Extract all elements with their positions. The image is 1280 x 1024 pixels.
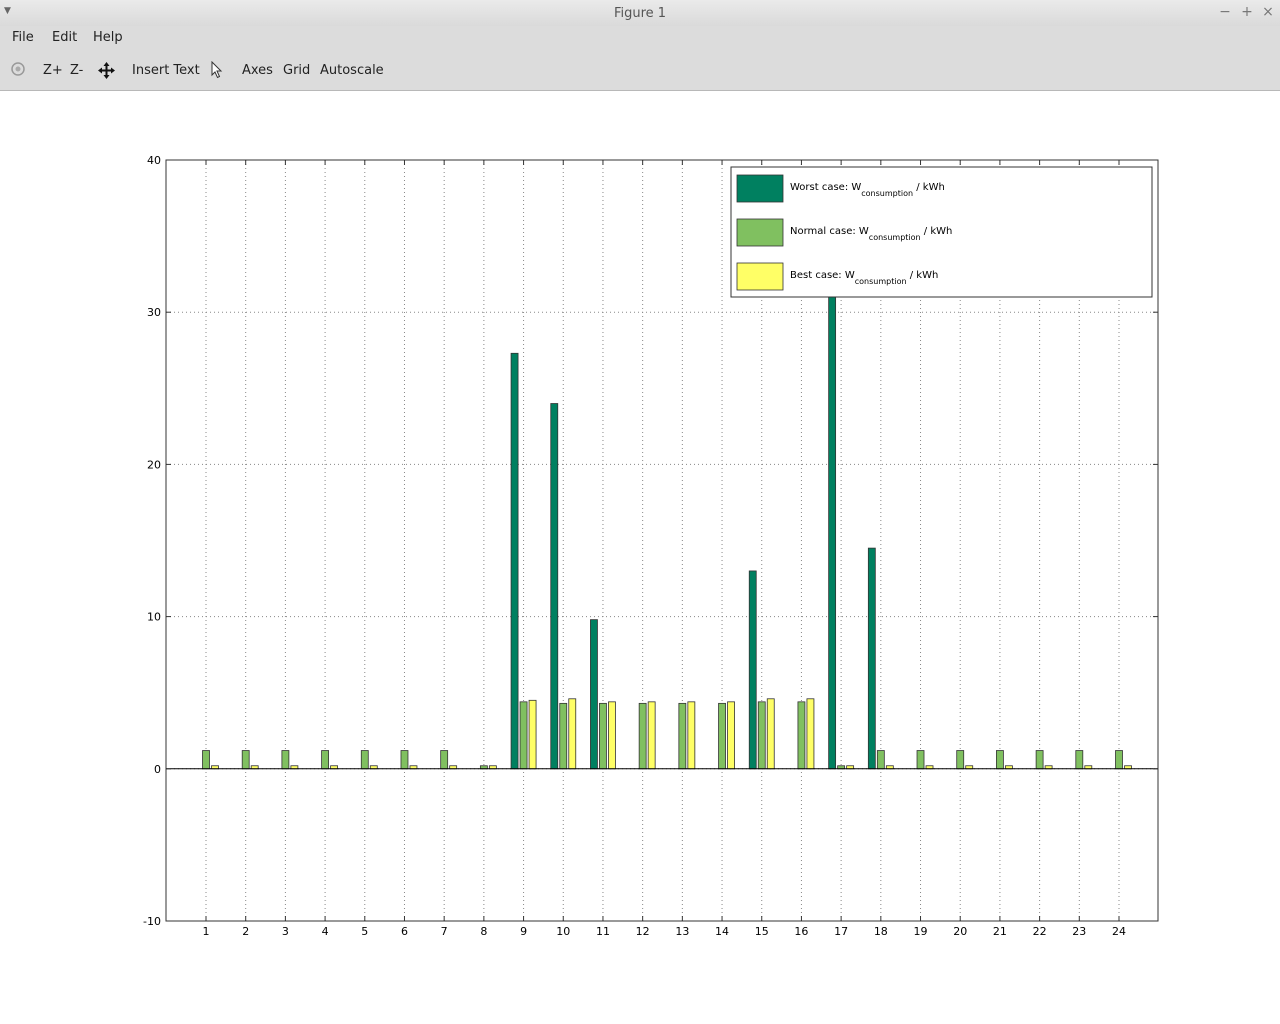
- bar: [321, 750, 329, 770]
- bar: [727, 701, 735, 770]
- menu-edit[interactable]: Edit: [52, 30, 78, 45]
- bar: [766, 698, 775, 770]
- autoscale-button[interactable]: Autoscale: [320, 63, 384, 78]
- x-tick-label: 12: [636, 925, 650, 938]
- bar: [440, 750, 449, 770]
- x-tick-label: 17: [834, 925, 848, 938]
- bar: [806, 698, 815, 770]
- legend-swatch: [736, 174, 784, 203]
- zoom-out-button[interactable]: Z-: [70, 63, 84, 78]
- x-tick-label: 9: [520, 925, 527, 938]
- toolbar: Z+ Z- Insert Text Axes Grid Autoscale: [0, 50, 1280, 91]
- window-menu-icon[interactable]: ▼: [4, 6, 11, 16]
- y-tick-label: 20: [147, 458, 161, 471]
- x-tick-label: 5: [361, 925, 368, 938]
- x-tick-label: 18: [874, 925, 888, 938]
- minimize-icon[interactable]: −: [1219, 4, 1231, 20]
- x-tick-label: 1: [203, 925, 210, 938]
- close-icon[interactable]: ×: [1262, 4, 1274, 20]
- x-tick-label: 16: [794, 925, 808, 938]
- legend-swatch: [736, 218, 784, 247]
- bar: [748, 570, 757, 770]
- x-tick-label: 7: [441, 925, 448, 938]
- bar: [876, 750, 885, 770]
- bar: [718, 702, 726, 770]
- bar: [687, 701, 696, 770]
- bar: [559, 702, 568, 770]
- x-tick-label: 8: [480, 925, 487, 938]
- legend-swatch: [736, 262, 784, 291]
- bar: [608, 701, 616, 770]
- bar: [996, 750, 1004, 770]
- bar: [1115, 750, 1123, 770]
- bar: [281, 750, 290, 770]
- y-tick-label: 40: [147, 154, 161, 167]
- x-tick-label: 6: [401, 925, 408, 938]
- x-tick-label: 3: [282, 925, 289, 938]
- x-tick-label: 13: [675, 925, 689, 938]
- y-tick-label: 0: [154, 763, 161, 776]
- x-tick-label: 20: [953, 925, 967, 938]
- x-tick-label: 21: [993, 925, 1007, 938]
- maximize-icon[interactable]: +: [1241, 4, 1253, 20]
- x-tick-label: 11: [596, 925, 610, 938]
- legend-entry-label: Worst case: Wconsumption / kWh: [790, 182, 945, 198]
- x-tick-label: 4: [322, 925, 329, 938]
- bar: [678, 702, 687, 770]
- legend-box: [730, 166, 1153, 298]
- x-tick-label: 19: [914, 925, 928, 938]
- bar: [1075, 750, 1084, 770]
- bar: [568, 698, 577, 770]
- bar: [510, 352, 519, 770]
- zoom-in-button[interactable]: Z+: [43, 63, 63, 78]
- select-pointer-icon[interactable]: [211, 60, 223, 83]
- rotate-icon[interactable]: [10, 61, 26, 81]
- bar: [797, 701, 806, 770]
- grid-button[interactable]: Grid: [283, 63, 311, 78]
- bar: [241, 750, 250, 770]
- menu-file[interactable]: File: [12, 30, 34, 45]
- bar: [550, 403, 559, 770]
- bar: [638, 702, 647, 770]
- x-tick-label: 24: [1112, 925, 1126, 938]
- bar: [828, 296, 837, 770]
- bar: [867, 547, 876, 770]
- menu-help[interactable]: Help: [93, 30, 123, 45]
- bar: [757, 701, 766, 770]
- x-tick-label: 23: [1072, 925, 1086, 938]
- x-tick-label: 22: [1033, 925, 1047, 938]
- legend: Worst case: Wconsumption / kWh Normal cas…: [730, 166, 1153, 298]
- bar: [647, 701, 656, 770]
- x-tick-label: 10: [556, 925, 570, 938]
- legend-entry-label: Normal case: Wconsumption / kWh: [790, 226, 952, 242]
- menu-bar: File Edit Help: [0, 26, 1280, 50]
- bar: [599, 702, 607, 770]
- y-tick-label: 10: [147, 611, 161, 624]
- bar: [916, 750, 925, 770]
- bar: [528, 699, 537, 770]
- bar: [590, 619, 598, 770]
- bar: [1035, 750, 1044, 770]
- grid-lines: [166, 160, 1158, 921]
- y-tick-label: -10: [143, 915, 161, 928]
- x-tick-label: 14: [715, 925, 729, 938]
- axes-frame: [165, 159, 1159, 922]
- bar: [360, 750, 369, 770]
- bar: [400, 750, 409, 770]
- x-tick-label: 15: [755, 925, 769, 938]
- bar: [956, 750, 965, 770]
- title-bar: ▼ Figure 1 − + ×: [0, 0, 1280, 26]
- bar: [202, 750, 210, 770]
- window-title: Figure 1: [613, 6, 667, 21]
- bars: [202, 296, 1132, 770]
- legend-entry-label: Best case: Wconsumption / kWh: [790, 270, 938, 286]
- x-tick-label: 2: [242, 925, 249, 938]
- insert-text-button[interactable]: Insert Text: [132, 63, 200, 78]
- pan-icon[interactable]: [97, 61, 116, 84]
- bar: [519, 701, 528, 770]
- y-tick-label: 30: [147, 306, 161, 319]
- axes-button[interactable]: Axes: [242, 63, 273, 78]
